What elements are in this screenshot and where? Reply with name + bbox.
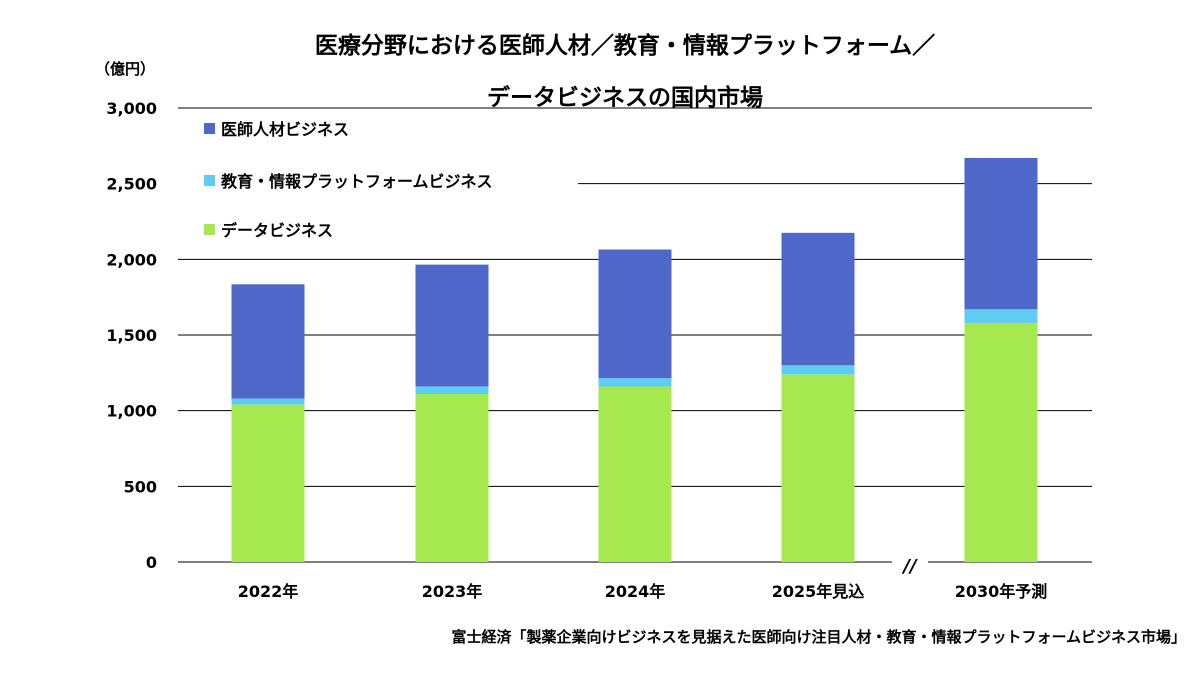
y-tick-label: 500 [124,477,157,496]
bar-segment [964,309,1038,323]
y-tick-label: 1,000 [106,402,157,421]
bar-segment [231,404,305,562]
axis-break-mark: // [901,556,918,577]
bar-segment [781,365,855,375]
chart-title-line-1: 医療分野における医師人材／教育・情報プラットフォーム／ [314,33,936,59]
bar-segment [231,398,305,405]
bar-segment [598,378,672,387]
y-tick-label: 2,000 [106,250,157,269]
bar-segment [964,157,1038,310]
bar-segment [781,374,855,562]
bar-segment [415,394,489,562]
x-tick-label: 2025年見込 [772,582,865,601]
y-axis-unit-label: （億円） [95,60,156,78]
legend-item-doctor-hr: 医師人材ビジネス [204,116,349,140]
legend-swatch-doctor-hr [204,122,215,134]
bar-segment [598,249,672,379]
legend-swatch-data-business [204,223,215,235]
x-tick-label: 2023年 [422,582,483,601]
bar-segment [231,284,305,399]
legend-background [176,124,578,254]
legend-label-doctor-hr: 医師人材ビジネス [221,120,350,139]
legend-swatch-education-platform [204,174,215,186]
source-note: 富士経済「製薬企業向けビジネスを見据えた医師向け注目人材・教育・情報プラットフォ… [451,628,1186,646]
bar-segment [964,322,1038,562]
y-tick-label: 0 [146,553,157,572]
y-tick-label: 2,500 [106,175,157,194]
chart-title-line-2: データビジネスの国内市場 [487,85,763,111]
x-tick-label: 2024年 [605,582,666,601]
bar-segment [598,386,672,562]
axis-break-gap [892,559,928,565]
y-tick-label: 1,500 [106,326,157,345]
bar-segment [415,264,489,387]
legend-label-education-platform: 教育・情報プラットフォームビジネス [221,172,493,191]
x-tick-label: 2030年予測 [955,582,1048,601]
bar-segment [415,386,489,395]
bar-segment [781,232,855,366]
y-tick-label: 3,000 [106,99,157,118]
legend-item-education-platform: 教育・情報プラットフォームビジネス [204,168,493,192]
legend-label-data-business: データビジネス [221,221,334,240]
legend-item-data-business: データビジネス [204,217,333,241]
x-tick-label: 2022年 [238,582,299,601]
